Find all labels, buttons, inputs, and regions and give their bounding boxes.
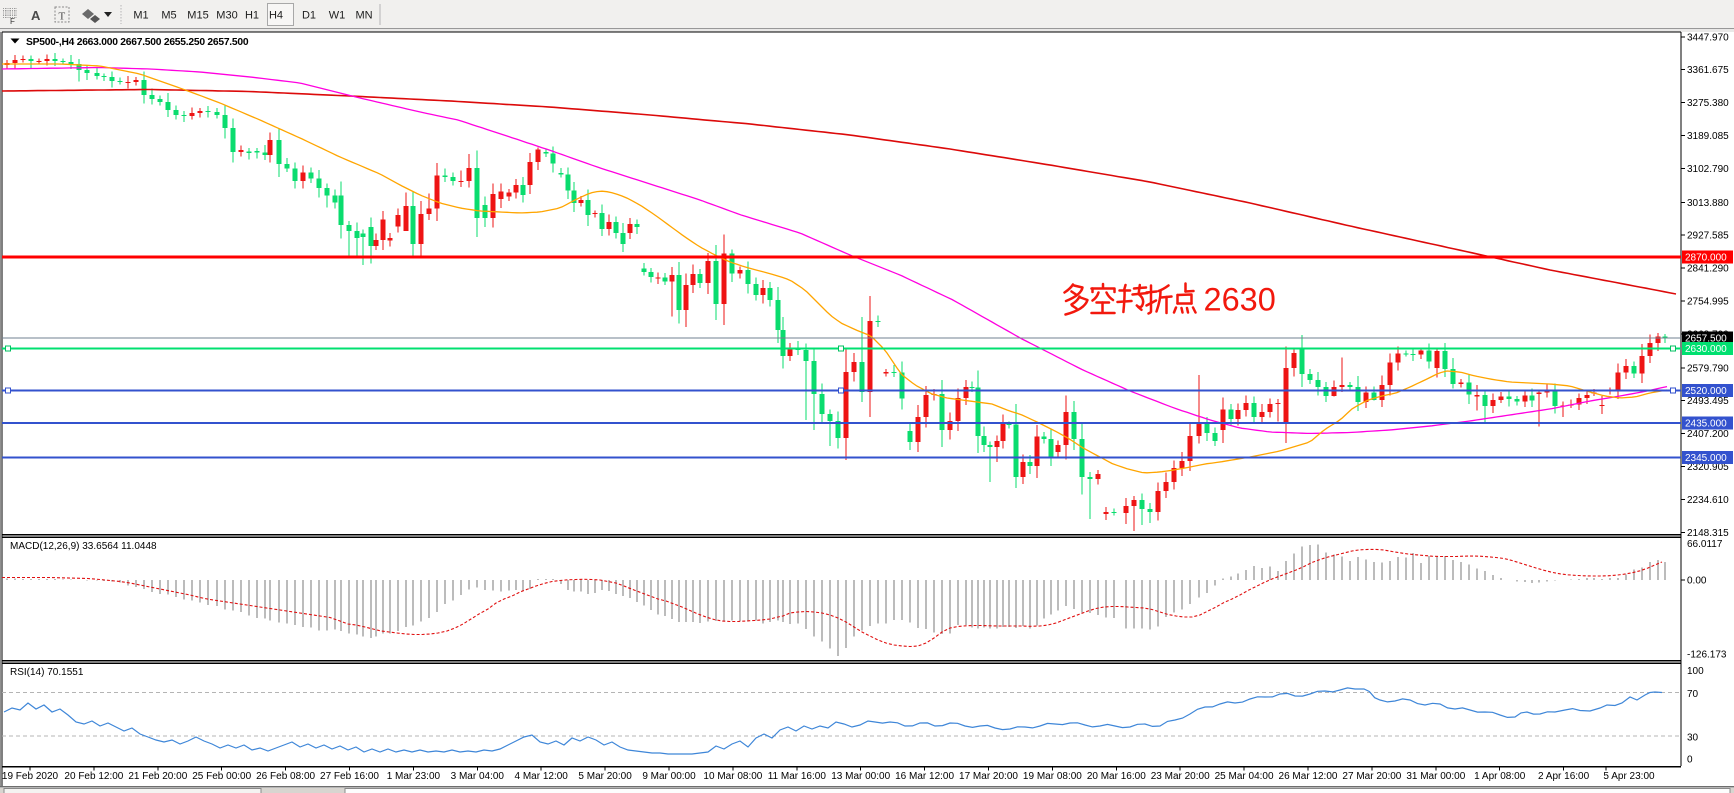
svg-text:M1: M1: [133, 10, 148, 22]
svg-text:4 Mar 12:00: 4 Mar 12:00: [515, 771, 569, 782]
svg-text:19 Mar 08:00: 19 Mar 08:00: [1023, 771, 1082, 782]
svg-text:M5: M5: [161, 10, 176, 22]
svg-text:3102.790: 3102.790: [1687, 164, 1729, 175]
svg-text:66.0117: 66.0117: [1687, 539, 1723, 550]
svg-text:3189.085: 3189.085: [1687, 131, 1729, 142]
svg-text:1 Apr 08:00: 1 Apr 08:00: [1474, 771, 1526, 782]
svg-text:2493.495: 2493.495: [1687, 396, 1729, 407]
svg-text:23 Mar 20:00: 23 Mar 20:00: [1151, 771, 1210, 782]
svg-text:MN: MN: [355, 10, 372, 22]
svg-text:2148.315: 2148.315: [1687, 528, 1729, 539]
svg-text:T: T: [59, 11, 66, 23]
svg-text:2 Apr 16:00: 2 Apr 16:00: [1538, 771, 1590, 782]
svg-text:5 Mar 20:00: 5 Mar 20:00: [578, 771, 632, 782]
svg-text:100: 100: [1687, 666, 1704, 677]
svg-text:W1: W1: [329, 10, 346, 22]
svg-text:H4: H4: [269, 10, 283, 22]
svg-text:9 Mar 00:00: 9 Mar 00:00: [642, 771, 696, 782]
svg-text:27 Feb 16:00: 27 Feb 16:00: [320, 771, 379, 782]
svg-text:26 Mar 12:00: 26 Mar 12:00: [1279, 771, 1338, 782]
svg-text:17 Mar 20:00: 17 Mar 20:00: [959, 771, 1018, 782]
svg-text:2320.905: 2320.905: [1687, 462, 1729, 473]
svg-text:25 Mar 04:00: 25 Mar 04:00: [1215, 771, 1274, 782]
svg-text:3013.880: 3013.880: [1687, 198, 1729, 209]
svg-text:0.00: 0.00: [1687, 576, 1707, 587]
svg-text:21 Feb 20:00: 21 Feb 20:00: [128, 771, 187, 782]
svg-text:30: 30: [1687, 733, 1699, 744]
svg-text:2870.000: 2870.000: [1685, 253, 1727, 264]
svg-text:31 Mar 00:00: 31 Mar 00:00: [1406, 771, 1465, 782]
svg-text:26 Feb 08:00: 26 Feb 08:00: [256, 771, 315, 782]
svg-text:M15: M15: [187, 10, 208, 22]
svg-text:MACD(12,26,9) 33.6564 11.0448: MACD(12,26,9) 33.6564 11.0448: [10, 541, 157, 552]
svg-text:2754.995: 2754.995: [1687, 297, 1729, 308]
svg-text:0: 0: [1687, 755, 1693, 766]
svg-text:RSI(14) 70.1551: RSI(14) 70.1551: [10, 667, 84, 678]
svg-text:20 Feb 12:00: 20 Feb 12:00: [64, 771, 123, 782]
svg-text:2234.610: 2234.610: [1687, 495, 1729, 506]
svg-text:2630: 2630: [1204, 282, 1276, 318]
svg-text:20 Mar 16:00: 20 Mar 16:00: [1087, 771, 1146, 782]
svg-text:-126.173: -126.173: [1687, 650, 1727, 661]
svg-text:A: A: [31, 8, 41, 23]
svg-text:3447.970: 3447.970: [1687, 32, 1729, 43]
svg-text:10 Mar 08:00: 10 Mar 08:00: [703, 771, 762, 782]
svg-text:2630.000: 2630.000: [1685, 344, 1727, 355]
svg-text:2927.585: 2927.585: [1687, 231, 1729, 242]
svg-text:25 Feb 00:00: 25 Feb 00:00: [192, 771, 251, 782]
svg-text:11 Mar 16:00: 11 Mar 16:00: [768, 771, 827, 782]
svg-text:19 Feb 2020: 19 Feb 2020: [2, 771, 59, 782]
svg-text:13 Mar 00:00: 13 Mar 00:00: [831, 771, 890, 782]
svg-text:D1: D1: [302, 10, 316, 22]
svg-text:16 Mar 12:00: 16 Mar 12:00: [895, 771, 954, 782]
svg-text:5 Apr 23:00: 5 Apr 23:00: [1603, 771, 1655, 782]
svg-text:2345.000: 2345.000: [1685, 453, 1727, 464]
svg-text:3 Mar 04:00: 3 Mar 04:00: [451, 771, 505, 782]
svg-text:27 Mar 20:00: 27 Mar 20:00: [1342, 771, 1401, 782]
svg-text:70: 70: [1687, 689, 1699, 700]
svg-text:H1: H1: [245, 10, 259, 22]
svg-text:2520.000: 2520.000: [1685, 386, 1727, 397]
svg-text:2407.200: 2407.200: [1687, 429, 1729, 440]
svg-text:F: F: [10, 17, 15, 26]
svg-text:2841.290: 2841.290: [1687, 264, 1729, 275]
svg-text:3361.675: 3361.675: [1687, 65, 1729, 76]
svg-text:2657.500: 2657.500: [1685, 334, 1727, 345]
svg-text:M30: M30: [216, 10, 237, 22]
svg-text:2579.790: 2579.790: [1687, 363, 1729, 374]
svg-text:2435.000: 2435.000: [1685, 419, 1727, 430]
svg-text:3275.380: 3275.380: [1687, 98, 1729, 109]
svg-text:1 Mar 23:00: 1 Mar 23:00: [387, 771, 441, 782]
svg-text:SP500-,H4 2663.000 2667.500 2: SP500-,H4 2663.000 2667.500 2655.250 265…: [26, 37, 249, 48]
